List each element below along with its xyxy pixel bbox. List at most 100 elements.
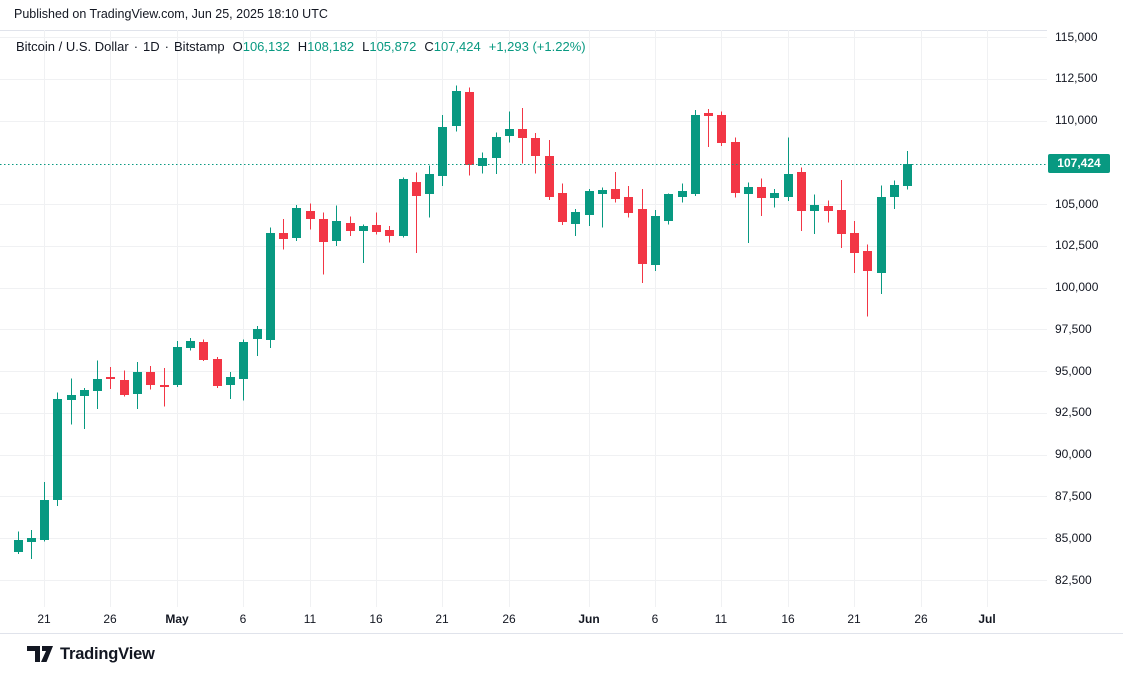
candle-may-20[interactable] — [425, 165, 434, 218]
candle-apr-23[interactable] — [67, 378, 76, 425]
candle-apr-28[interactable] — [133, 362, 142, 409]
candle-jun-13[interactable] — [744, 182, 753, 243]
chart-plot-area[interactable]: Bitcoin / U.S. Dollar · 1D · Bitstamp O106,13… — [0, 30, 1047, 607]
time-axis-label: 21 — [37, 612, 51, 626]
low-value: 105,872 — [369, 39, 417, 54]
chart-legend: Bitcoin / U.S. Dollar · 1D · Bitstamp O106,13… — [16, 39, 586, 55]
price-axis-label: 82,500 — [1055, 573, 1092, 587]
ohlc-close: C107,424 — [424, 39, 481, 54]
last-price-badge: 107,424 — [1048, 154, 1110, 173]
candle-apr-30[interactable] — [160, 367, 169, 407]
candle-may-26[interactable] — [505, 111, 514, 143]
time-axis-label: 16 — [369, 612, 383, 626]
candle-jun-2[interactable] — [598, 187, 607, 228]
interval-label[interactable]: 1D — [143, 39, 160, 54]
candle-jun-25[interactable] — [903, 151, 912, 190]
candle-jun-11[interactable] — [717, 111, 726, 146]
candle-may-29[interactable] — [545, 140, 554, 200]
candle-jun-3[interactable] — [611, 172, 620, 203]
candle-may-11[interactable] — [306, 203, 315, 230]
exchange-label[interactable]: Bitstamp — [174, 39, 225, 54]
candle-apr-27[interactable] — [120, 370, 129, 397]
time-axis-label: 11 — [303, 612, 317, 626]
candle-apr-24[interactable] — [80, 387, 89, 429]
candle-jun-20[interactable] — [837, 179, 846, 248]
candle-apr-19[interactable] — [14, 531, 23, 555]
candle-jun-24[interactable] — [890, 180, 899, 210]
candle-apr-26[interactable] — [106, 367, 115, 389]
price-axis[interactable]: 107,424 115,000 112,500 110,000 105,000 102,… — [1047, 30, 1123, 633]
candle-jun-18[interactable] — [810, 194, 819, 235]
price-axis-label: 95,000 — [1055, 364, 1092, 378]
time-axis-label: 11 — [714, 612, 728, 626]
candle-may-8[interactable] — [266, 227, 275, 348]
candle-jun-4[interactable] — [624, 185, 633, 218]
candle-jun-21[interactable] — [850, 220, 859, 273]
candle-jun-5[interactable] — [638, 188, 647, 283]
candle-may-27[interactable] — [518, 108, 527, 164]
time-axis-label: Jun — [578, 612, 600, 626]
candle-may-10[interactable] — [292, 205, 301, 241]
price-axis-label: 97,500 — [1055, 322, 1092, 336]
close-value: 107,424 — [433, 39, 481, 54]
candle-jun-19[interactable] — [824, 200, 833, 223]
candle-may-30[interactable] — [558, 183, 567, 226]
candle-jun-7[interactable] — [664, 193, 673, 225]
candle-jun-23[interactable] — [877, 185, 886, 295]
price-axis-label: 85,000 — [1055, 531, 1092, 545]
time-axis-label: 6 — [239, 612, 247, 626]
candle-apr-22[interactable] — [53, 392, 62, 506]
candle-jun-10[interactable] — [704, 109, 713, 147]
candle-may-14[interactable] — [346, 216, 355, 236]
candle-may-2[interactable] — [186, 337, 195, 351]
time-axis-label: 26 — [103, 612, 117, 626]
candle-may-28[interactable] — [531, 133, 540, 174]
candle-may-24[interactable] — [478, 152, 487, 174]
candle-jun-8[interactable] — [678, 183, 687, 203]
candle-apr-20[interactable] — [27, 530, 36, 559]
candle-may-6[interactable] — [239, 339, 248, 401]
candle-may-19[interactable] — [412, 172, 421, 253]
tradingview-logo-text[interactable]: TradingView — [60, 644, 155, 663]
candle-apr-25[interactable] — [93, 360, 102, 409]
candle-may-18[interactable] — [399, 177, 408, 238]
candle-may-15[interactable] — [359, 224, 368, 263]
ohlc-low: L105,872 — [362, 39, 417, 54]
candle-may-21[interactable] — [438, 115, 447, 186]
time-axis-label: 21 — [435, 612, 449, 626]
candle-may-17[interactable] — [385, 225, 394, 243]
candle-jun-16[interactable] — [784, 137, 793, 201]
candle-may-12[interactable] — [319, 212, 328, 275]
candle-may-13[interactable] — [332, 205, 341, 246]
change-value: +1,293 (+1.22%) — [488, 39, 586, 54]
candle-may-5[interactable] — [226, 372, 235, 399]
candle-jun-22[interactable] — [863, 244, 872, 317]
ohlc-open: O106,132 — [232, 39, 290, 54]
candle-may-3[interactable] — [199, 339, 208, 362]
time-axis-label: 26 — [502, 612, 516, 626]
time-axis[interactable]: 21 26 May 6 11 16 21 26 Jun 6 11 16 21 26 Jul — [0, 607, 1123, 633]
candles-layer[interactable] — [14, 85, 912, 559]
candle-apr-21[interactable] — [40, 482, 49, 542]
candle-may-16[interactable] — [372, 212, 381, 235]
candle-jun-15[interactable] — [770, 189, 779, 208]
candle-may-25[interactable] — [492, 132, 501, 174]
tradingview-logo-icon[interactable] — [27, 644, 53, 664]
candle-may-23[interactable] — [465, 87, 474, 176]
candle-jun-1[interactable] — [585, 189, 594, 226]
candle-may-7[interactable] — [253, 326, 262, 357]
candle-may-22[interactable] — [452, 85, 461, 132]
symbol-title[interactable]: Bitcoin / U.S. Dollar — [16, 39, 129, 54]
candle-jun-9[interactable] — [691, 109, 700, 196]
candle-may-4[interactable] — [213, 357, 222, 388]
candle-may-1[interactable] — [173, 341, 182, 388]
candle-may-9[interactable] — [279, 219, 288, 250]
candle-jun-6[interactable] — [651, 210, 660, 271]
candlestick-chart-svg[interactable] — [0, 30, 1047, 607]
candle-jun-14[interactable] — [757, 178, 766, 216]
candle-jun-12[interactable] — [731, 137, 740, 198]
candle-apr-29[interactable] — [146, 366, 155, 390]
candle-jun-17[interactable] — [797, 167, 806, 231]
candle-may-31[interactable] — [571, 209, 580, 236]
